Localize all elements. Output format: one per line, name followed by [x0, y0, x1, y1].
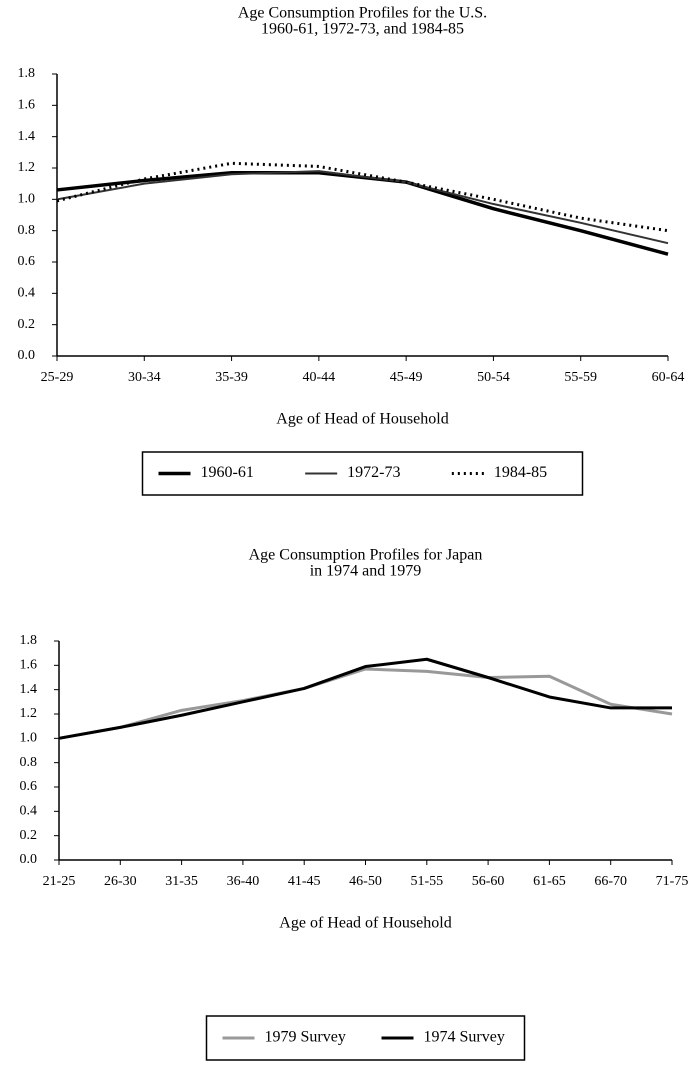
y-tick-label: 0.4 [18, 286, 36, 301]
legend-box [141, 451, 584, 496]
y-tick-label: 1.8 [20, 633, 38, 648]
x-tick-label: 35-39 [215, 370, 248, 385]
x-tick-label: 41-45 [288, 874, 321, 889]
legend-label: 1960-61 [201, 464, 254, 481]
y-tick-label: 0.0 [18, 348, 36, 363]
x-tick-label: 30-34 [128, 370, 161, 385]
series-line [56, 170, 669, 256]
y-tick-label: 1.6 [20, 658, 38, 673]
series-line [58, 667, 673, 740]
legend-label: 1979 Survey [265, 1029, 346, 1046]
x-axis-label: Age of Head of Household [276, 411, 448, 428]
legend-label: 1972-73 [347, 464, 400, 481]
y-tick-label: 1.8 [18, 66, 36, 81]
legend-label: 1974 Survey [424, 1029, 505, 1046]
x-tick-label: 46-50 [349, 874, 382, 889]
y-tick-label: 0.2 [18, 317, 36, 332]
legend-label: 1984-85 [494, 464, 547, 481]
x-tick-label: 56-60 [472, 874, 505, 889]
y-tick-label: 1.4 [20, 682, 38, 697]
y-tick-label: 0.4 [20, 804, 38, 819]
y-tick-label: 1.0 [20, 731, 38, 746]
y-tick-label: 0.6 [20, 779, 38, 794]
chart-title: Age Consumption Profiles for Japan [249, 547, 483, 564]
x-tick-label: 21-25 [43, 874, 76, 889]
x-tick-label: 71-75 [656, 874, 689, 889]
series-line [58, 657, 672, 740]
series-line [56, 161, 669, 233]
chart-subtitle: in 1974 and 1979 [310, 563, 422, 580]
x-tick-label: 45-49 [390, 370, 423, 385]
x-tick-label: 31-35 [165, 874, 198, 889]
x-tick-label: 66-70 [594, 874, 627, 889]
x-tick-label: 26-30 [104, 874, 137, 889]
x-tick-label: 55-59 [564, 370, 597, 385]
y-tick-label: 1.2 [20, 706, 38, 721]
x-tick-label: 25-29 [41, 370, 74, 385]
chart-title: Age Consumption Profiles for the U.S. [238, 5, 487, 22]
y-tick-label: 1.0 [18, 192, 36, 207]
y-tick-label: 1.4 [18, 129, 36, 144]
legend-box [205, 1015, 526, 1061]
x-tick-label: 40-44 [303, 370, 336, 385]
x-tick-label: 61-65 [533, 874, 566, 889]
x-axis-label: Age of Head of Household [279, 915, 451, 932]
x-tick-label: 51-55 [410, 874, 443, 889]
x-tick-label: 50-54 [477, 370, 510, 385]
x-tick-label: 60-64 [652, 370, 685, 385]
y-tick-label: 0.8 [18, 223, 36, 238]
y-tick-label: 1.2 [18, 160, 36, 175]
x-tick-label: 36-40 [227, 874, 260, 889]
chart-subtitle: 1960-61, 1972-73, and 1984-85 [261, 21, 464, 38]
y-tick-label: 1.6 [18, 98, 36, 113]
y-tick-label: 0.6 [18, 254, 36, 269]
y-tick-label: 0.2 [20, 828, 38, 843]
y-tick-label: 0.8 [20, 755, 38, 770]
series-line [56, 170, 669, 245]
y-tick-label: 0.0 [20, 852, 38, 867]
